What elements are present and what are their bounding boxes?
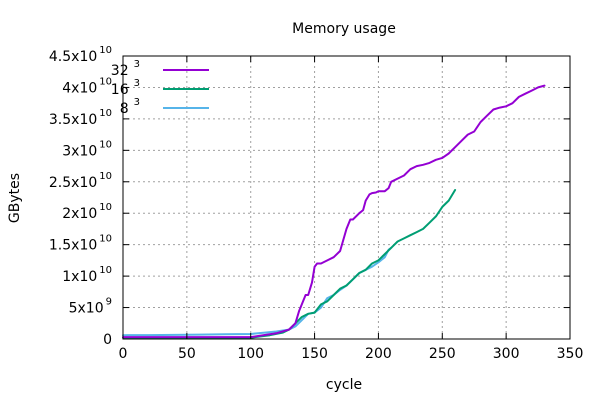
legend-exponent: 3: [134, 59, 140, 70]
y-tick-mantissa: 2.5x10: [49, 175, 97, 191]
x-tick-label: 100: [237, 346, 264, 362]
y-tick-mantissa: 1x10: [62, 269, 97, 285]
series-line-32-cubed: [122, 84, 546, 339]
legend-exponent: 3: [134, 78, 140, 89]
series-line-8-cubed: [122, 246, 393, 337]
y-tick-label: 5x10 9: [69, 297, 112, 317]
x-tick-label: 200: [365, 346, 392, 362]
y-tick-label: 3x10 10: [62, 139, 112, 159]
y-tick-exponent: 10: [99, 265, 112, 276]
y-tick-exponent: 10: [99, 171, 112, 182]
y-tick-mantissa: 4x10: [62, 80, 97, 96]
x-tick-labels: 0 50 100 150 200 250 300 350: [119, 346, 584, 362]
y-axis-label: GBytes: [7, 173, 23, 223]
legend-label: 16 3: [111, 78, 140, 98]
y-tick-exponent: 10: [99, 202, 112, 213]
y-tick-mantissa: 4.5x10: [49, 49, 97, 65]
y-tick-label: 2.5x10 10: [49, 171, 112, 191]
y-tick-mantissa: 3x10: [62, 143, 97, 159]
y-tick-label: 2x10 10: [62, 202, 112, 222]
y-tick-mantissa: 1.5x10: [49, 238, 97, 254]
y-tick-mantissa: 2x10: [62, 206, 97, 222]
x-tick-label: 350: [557, 346, 584, 362]
y-tick-label: 1.5x10 10: [49, 234, 112, 254]
y-tick-label: 3.5x10 10: [49, 108, 112, 128]
y-tick-exponent: 10: [99, 76, 112, 87]
y-tick-mantissa: 5x10: [69, 301, 104, 317]
grid: [123, 56, 570, 339]
legend: 32 316 38 3: [111, 59, 209, 117]
legend-name: 32: [111, 63, 129, 79]
legend-name: 8: [120, 101, 129, 117]
x-tick-label: 150: [301, 346, 328, 362]
x-tick-label: 50: [178, 346, 196, 362]
y-tick-mantissa: 0: [103, 332, 112, 348]
x-axis-label: cycle: [326, 377, 362, 393]
y-tick-label: 1x10 10: [62, 265, 112, 285]
y-tick-label: 4x10 10: [62, 76, 112, 96]
legend-exponent: 3: [134, 97, 140, 108]
axis-ticks: [122, 55, 571, 340]
plot-frame: [122, 55, 571, 340]
y-tick-exponent: 10: [99, 108, 112, 119]
series-line-16-cubed: [122, 189, 457, 339]
legend-label: 32 3: [111, 59, 140, 79]
x-tick-label: 300: [493, 346, 520, 362]
legend-name: 16: [111, 82, 129, 98]
y-tick-exponent: 10: [99, 45, 112, 56]
x-tick-label: 0: [119, 346, 128, 362]
y-tick-mantissa: 3.5x10: [49, 112, 97, 128]
series-layer: [122, 84, 546, 339]
x-tick-label: 250: [429, 346, 456, 362]
y-tick-exponent: 10: [99, 234, 112, 245]
y-tick-exponent: 10: [99, 139, 112, 150]
y-tick-label: 0: [103, 332, 112, 348]
y-tick-exponent: 9: [106, 297, 112, 308]
y-tick-label: 4.5x10 10: [49, 45, 112, 65]
chart-title: Memory usage: [292, 21, 396, 37]
